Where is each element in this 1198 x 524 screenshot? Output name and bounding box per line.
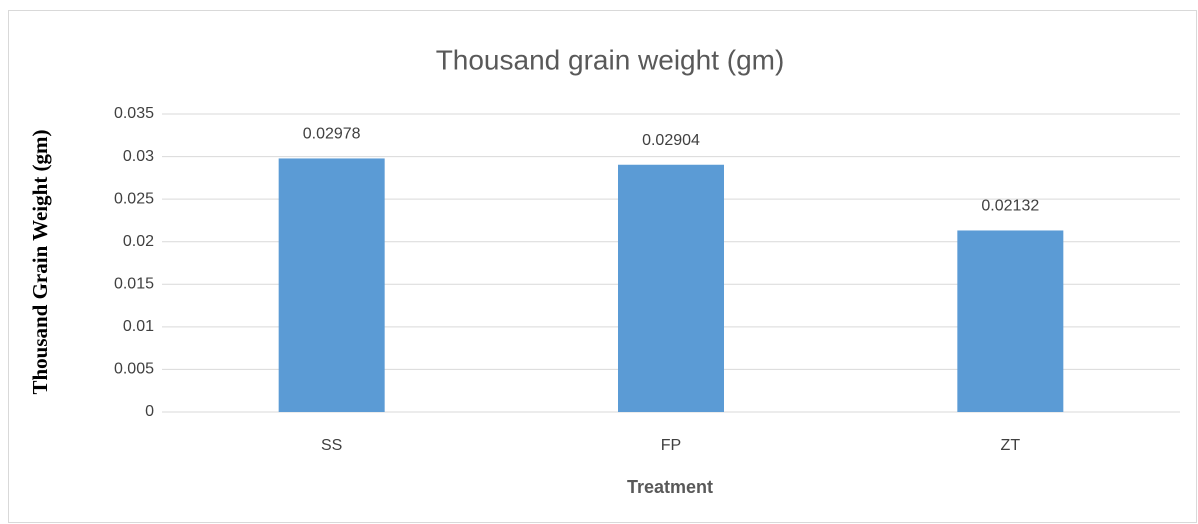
- y-tick-label: 0.035: [114, 105, 154, 122]
- bar: [618, 164, 724, 412]
- bar: [278, 158, 385, 412]
- y-tick-label: 0.01: [123, 318, 154, 335]
- chart-title: Thousand grain weight (gm): [436, 44, 785, 75]
- x-axis-label: Treatment: [627, 477, 713, 497]
- y-tick-label: 0: [145, 403, 154, 420]
- y-tick-label: 0.02: [123, 233, 154, 250]
- y-tick-label: 0.005: [114, 361, 154, 378]
- y-axis-label: Thousand Grain Weight (gm): [28, 129, 52, 394]
- x-tick-label: FP: [661, 437, 681, 454]
- y-tick-label: 0.015: [114, 276, 154, 293]
- x-tick-label: ZT: [1001, 437, 1021, 454]
- data-label: 0.02132: [981, 198, 1039, 215]
- y-tick-label: 0.03: [123, 148, 154, 165]
- data-label: 0.02904: [642, 132, 700, 149]
- x-tick-label: SS: [321, 437, 342, 454]
- bar: [957, 230, 1064, 412]
- y-tick-label: 0.025: [114, 190, 154, 207]
- data-label: 0.02978: [303, 126, 361, 143]
